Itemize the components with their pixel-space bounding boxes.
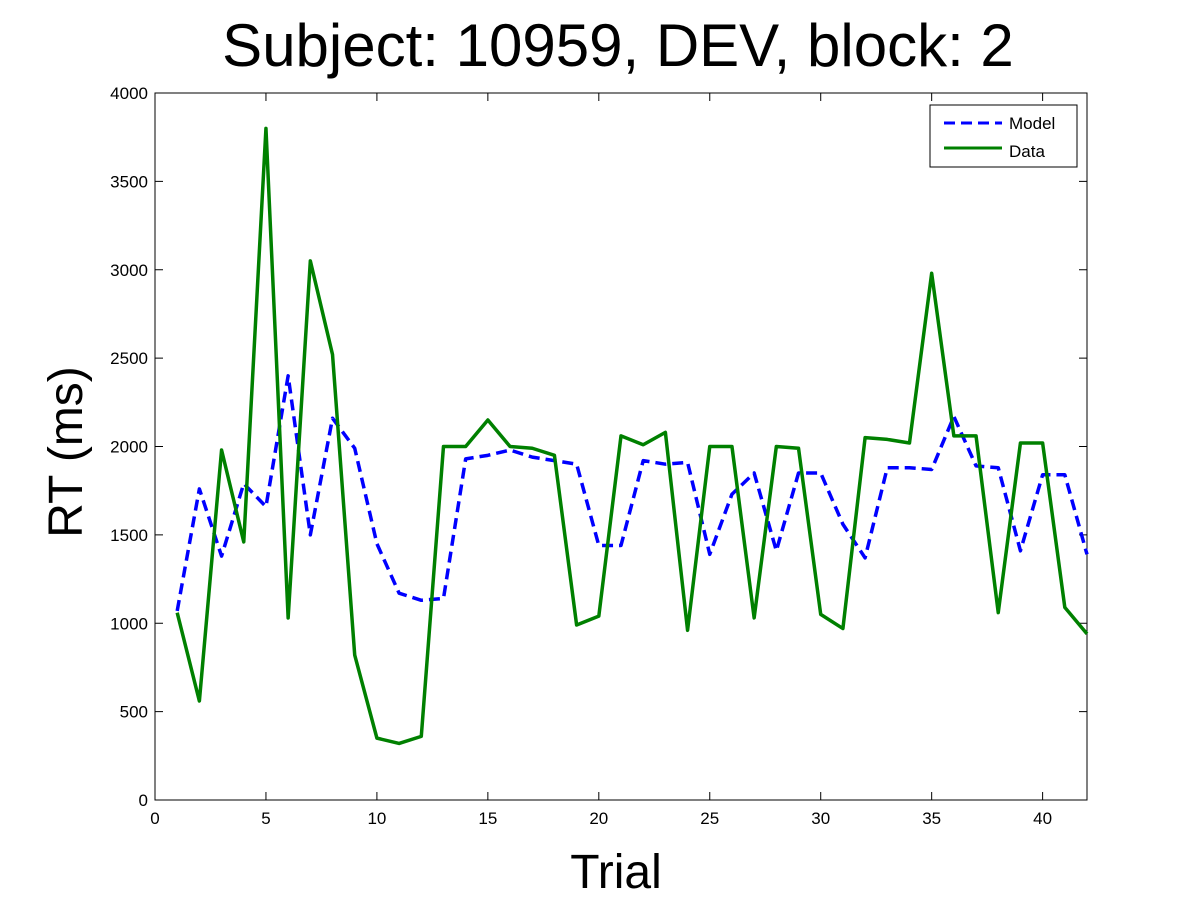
x-tick-label: 40 <box>1033 809 1052 828</box>
y-axis-ticks: 0 500 1000 1500 2000 2500 3000 3500 4000 <box>110 84 1087 810</box>
x-tick-label: 20 <box>589 809 608 828</box>
series-line-data <box>175 126 1089 746</box>
y-tick-label: 3000 <box>110 261 148 280</box>
x-tick-label: 30 <box>811 809 830 828</box>
legend: Model Data <box>929 104 1078 168</box>
chart-title: Subject: 10959, DEV, block: 2 <box>222 12 1014 79</box>
y-tick-label: 500 <box>120 703 148 722</box>
y-tick-label: 3500 <box>110 172 148 191</box>
x-axis-ticks: 0 5 10 15 20 25 30 35 40 <box>150 93 1052 828</box>
series-layer <box>175 126 1089 746</box>
y-tick-label: 0 <box>139 791 148 810</box>
y-tick-label: 2500 <box>110 349 148 368</box>
y-tick-label: 4000 <box>110 84 148 103</box>
series-line-model <box>175 374 1089 612</box>
y-axis-label: RT (ms) <box>40 366 93 538</box>
legend-model-label: Model <box>1009 114 1055 133</box>
x-tick-label: 15 <box>478 809 497 828</box>
y-tick-label: 1000 <box>110 614 148 633</box>
y-tick-label: 2000 <box>110 438 148 457</box>
y-tick-label: 1500 <box>110 526 148 545</box>
x-tick-label: 5 <box>261 809 270 828</box>
x-axis-label: Trial <box>570 846 662 899</box>
legend-data-label: Data <box>1009 142 1045 161</box>
legend-box <box>929 104 1078 168</box>
x-tick-label: 10 <box>367 809 386 828</box>
x-tick-label: 35 <box>922 809 941 828</box>
x-tick-label: 25 <box>700 809 719 828</box>
x-tick-label: 0 <box>150 809 159 828</box>
